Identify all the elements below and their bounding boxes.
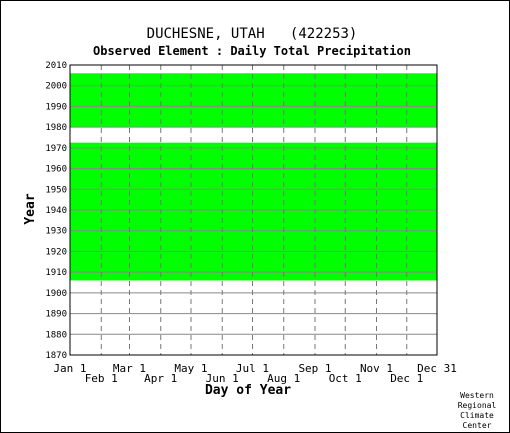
y-tick-label: 1990 — [45, 102, 67, 112]
x-tick-label: Oct 1 — [329, 372, 362, 385]
x-tick-labels: Jan 1 Mar 1 May 1 Jul 1 Sep 1 Nov 1 Dec 31 Feb … — [53, 362, 456, 385]
y-tick-label: 1980 — [45, 123, 67, 133]
y-tick-label: 1970 — [45, 144, 67, 154]
credit-line: Western — [460, 391, 494, 400]
x-tick-label: Dec 31 — [417, 362, 457, 375]
y-tick-label: 2010 — [45, 61, 67, 71]
y-tick-label: 1870 — [45, 351, 67, 361]
x-tick-label: Feb 1 — [85, 372, 118, 385]
observed-period-2 — [70, 73, 437, 128]
x-tick-label: Apr 1 — [144, 372, 177, 385]
y-tick-label: 1960 — [45, 165, 67, 175]
x-tick-label: Aug 1 — [267, 372, 300, 385]
x-tick-label: Mar 1 — [113, 362, 146, 375]
y-tick-label: 1880 — [45, 330, 67, 340]
y-tick-label: 1950 — [45, 185, 67, 195]
x-tick-label: Sep 1 — [298, 362, 331, 375]
credit-line: Center — [463, 421, 492, 430]
y-tick-label: 2000 — [45, 82, 67, 92]
plot-border — [69, 64, 438, 356]
y-tick-label: 1940 — [45, 206, 67, 216]
y-tick-label: 1890 — [45, 310, 67, 320]
chart-subtitle: Observed Element : Daily Total Precipita… — [93, 44, 411, 58]
y-tick-label: 1900 — [45, 289, 67, 299]
y-tick-label: 1910 — [45, 268, 67, 278]
chart-title: DUCHESNE, UTAH (422253) — [147, 26, 358, 42]
credit-line: Regional — [458, 401, 497, 410]
x-tick-label: Jun 1 — [206, 372, 239, 385]
y-tick-label: 1930 — [45, 227, 67, 237]
y-axis-label: Year — [23, 193, 38, 224]
x-tick-label: Dec 1 — [390, 372, 423, 385]
x-tick-label: Nov 1 — [360, 362, 393, 375]
x-axis-label: Day of Year — [205, 383, 291, 398]
x-tick-label: Jul 1 — [236, 362, 269, 375]
x-tick-label: Jan 1 — [53, 362, 86, 375]
x-tick-label: May 1 — [174, 362, 207, 375]
plot-area — [69, 64, 438, 356]
y-tick-label: 1920 — [45, 247, 67, 257]
credit-line: Climate — [460, 411, 494, 420]
y-tick-labels: 2010 2000 1990 1980 1970 1960 1950 1940 1930 1920… — [45, 61, 67, 361]
observed-period-1 — [70, 142, 437, 281]
